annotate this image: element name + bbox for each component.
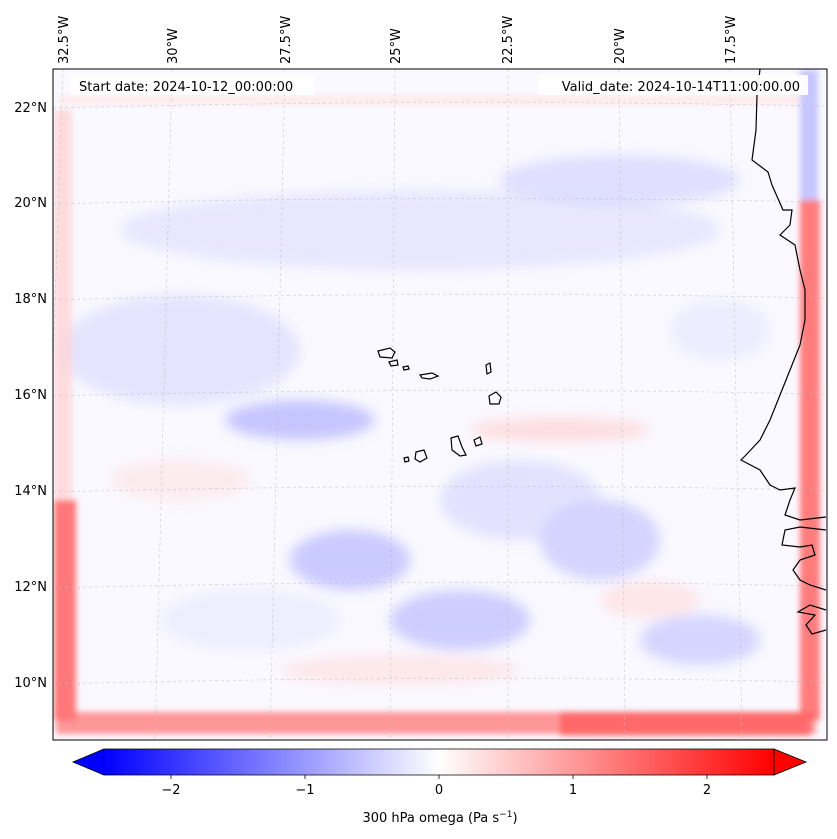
lon-label: 20°W: [613, 28, 628, 64]
fogo-island: [414, 449, 428, 463]
colorbar-tick-label: −1: [295, 783, 314, 798]
lon-label: 25°W: [389, 28, 404, 64]
africa-coastline: [739, 69, 827, 635]
lat-label: 14°N: [14, 484, 47, 499]
gridlines: [53, 69, 827, 740]
lon-label: 32.5°W: [57, 16, 72, 64]
lat-label: 22°N: [14, 101, 47, 116]
sao-vicente-island: [388, 359, 399, 367]
colorbar: −2 −1 0 1 2 300 hPa omega (Pa s−1): [71, 748, 808, 826]
sal-island: [485, 362, 492, 375]
santo-antao-island: [377, 347, 396, 359]
colorbar-tick-label: −2: [161, 783, 180, 798]
colorbar-tick-label: 1: [569, 783, 577, 798]
valid-date-label: Valid_date: 2024-10-14T11:00:00.00: [562, 80, 800, 95]
santa-luzia-island: [402, 365, 410, 371]
colorbar-extend-min: [71, 748, 105, 776]
sao-nicolau-island: [418, 372, 440, 380]
lat-label: 10°N: [14, 676, 47, 691]
colorbar-label: 300 hPa omega (Pa s−1): [362, 810, 517, 826]
map-frame: [52, 68, 828, 741]
brava-island: [403, 456, 410, 463]
santiago-island: [450, 435, 467, 457]
lon-label: 27.5°W: [279, 16, 294, 64]
valid-date-box: [538, 75, 808, 95]
boa-vista-island: [488, 391, 502, 405]
lat-label: 20°N: [14, 196, 47, 211]
maio-island: [473, 436, 483, 447]
start-date-box: [70, 75, 315, 95]
map-panel: [53, 69, 827, 740]
lat-label: 18°N: [14, 292, 47, 307]
colorbar-tick-label: 2: [703, 783, 711, 798]
lon-tick-labels: 32.5°W 30°W 27.5°W 25°W 22.5°W 20°W 17.5…: [57, 16, 739, 64]
start-date-label: Start date: 2024-10-12_00:00:00: [79, 80, 293, 95]
header-boxes: [70, 75, 808, 95]
lon-label: 17.5°W: [724, 16, 739, 64]
colorbar-tick-label: 0: [435, 783, 443, 798]
lon-label: 22.5°W: [501, 16, 516, 64]
colorbar-extend-max: [773, 748, 808, 776]
omega-field: [60, 155, 770, 685]
colorbar-gradient: [104, 749, 774, 775]
lat-label: 12°N: [14, 580, 47, 595]
colorbar-ticks: −2 −1 0 1 2: [161, 775, 711, 798]
lat-tick-labels: 22°N 20°N 18°N 16°N 14°N 12°N 10°N: [14, 101, 47, 691]
lat-label: 16°N: [14, 388, 47, 403]
coastlines: [377, 69, 827, 635]
lon-label: 30°W: [166, 28, 181, 64]
